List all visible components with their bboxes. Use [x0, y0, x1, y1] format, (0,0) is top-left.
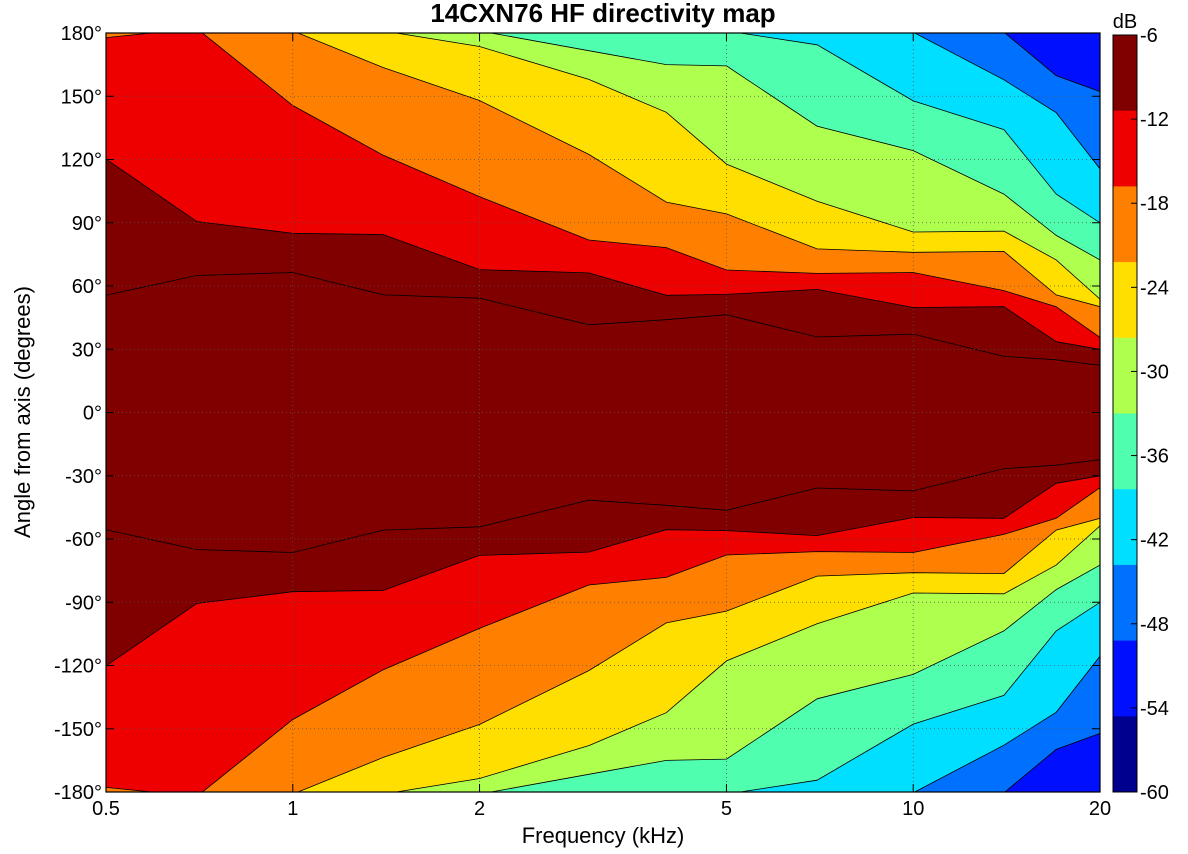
x-tick-label: 5: [721, 798, 732, 820]
y-axis-label: Angle from axis (degrees): [10, 286, 35, 538]
colorbar-tick-label: -6: [1140, 25, 1158, 47]
colorbar-tick-label: -36: [1140, 446, 1169, 468]
x-tick-label: 20: [1089, 798, 1111, 820]
colorbar-segment: [1113, 564, 1137, 642]
colorbar-tick-label: -24: [1140, 277, 1169, 299]
colorbar-tick-label: -54: [1140, 698, 1169, 720]
colorbar-segment: [1113, 413, 1137, 490]
grid-lines: [106, 33, 1100, 792]
y-tick-label: 150°: [61, 86, 102, 108]
plot-area: [106, 33, 1100, 792]
chart-title: 14CXN76 HF directivity map: [430, 0, 775, 28]
colorbar-segment: [1113, 186, 1137, 263]
x-axis-ticks: 0.5 1 2 5 10 20: [92, 33, 1111, 820]
contour-bands: [106, 33, 1100, 792]
y-tick-label: -30°: [65, 466, 102, 488]
x-tick-label: 0.5: [92, 798, 120, 820]
y-tick-label: -180°: [54, 782, 102, 804]
y-tick-label: 0°: [83, 403, 102, 425]
contour-band-upper: [1004, 33, 1100, 93]
colorbar-segment: [1113, 489, 1137, 566]
y-tick-label: 60°: [72, 276, 102, 298]
colorbar: -6 -12 -18 -24 -30 -36 -42 -48 -54 -60: [1112, 25, 1169, 804]
colorbar-tick-label: -30: [1140, 361, 1169, 383]
contour-band-lower: [1004, 732, 1100, 792]
y-tick-label: 30°: [72, 339, 102, 361]
colorbar-tick-label: -48: [1140, 614, 1169, 636]
y-tick-label: -90°: [65, 592, 102, 614]
colorbar-segment: [1113, 110, 1137, 187]
x-axis-label: Frequency (kHz): [522, 823, 685, 848]
colorbar-tick-label: -12: [1140, 109, 1169, 131]
colorbar-segment: [1113, 35, 1137, 112]
y-axis-ticks: 180° 150° 120° 90° 60° 30° 0° -30° -60° -90° -120°…: [54, 23, 1100, 804]
colorbar-unit-label: dB: [1113, 11, 1137, 33]
colorbar-segment: [1113, 337, 1137, 414]
y-tick-label: -120°: [54, 656, 102, 678]
colorbar-segment: [1113, 262, 1137, 339]
colorbar-tick-label: -42: [1140, 530, 1169, 552]
colorbar-segment: [1113, 640, 1137, 717]
y-tick-label: -150°: [54, 719, 102, 741]
x-tick-label: 10: [902, 798, 924, 820]
colorbar-tick-label: -60: [1140, 782, 1169, 804]
colorbar-frame: [1112, 34, 1138, 793]
y-tick-label: 120°: [61, 150, 102, 172]
y-tick-label: -60°: [65, 529, 102, 551]
x-tick-label: 2: [474, 798, 485, 820]
y-tick-label: 90°: [72, 213, 102, 235]
x-tick-label: 1: [287, 798, 298, 820]
colorbar-segment: [1113, 716, 1137, 793]
y-tick-label: 180°: [61, 23, 102, 45]
colorbar-tick-label: -18: [1140, 193, 1169, 215]
